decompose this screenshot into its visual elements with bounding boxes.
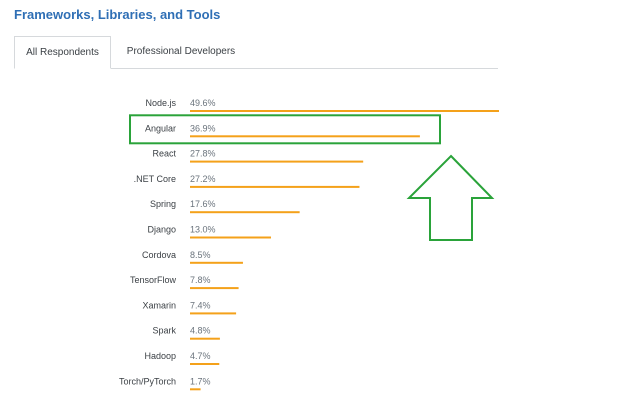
category-label-spark: Spark [152,326,176,336]
category-label-torch-pytorch: Torch/PyTorch [119,376,176,386]
category-label-cordova: Cordova [142,250,176,260]
bar-spark [190,337,220,340]
value-label-cordova: 8.5% [190,250,211,260]
up-arrow-icon [406,154,495,241]
tab-all-respondents[interactable]: All Respondents [14,36,111,69]
value-label-spark: 4.8% [190,326,211,336]
bar-spring [190,211,300,214]
category-label-tensorflow: TensorFlow [130,275,177,285]
bar-react [190,160,364,163]
category-label-node-js: Node.js [145,98,176,108]
tab-bar: All Respondents Professional Developers [14,36,498,69]
value-label-tensorflow: 7.8% [190,275,211,285]
value-label-net-core: 27.2% [190,174,216,184]
page-title: Frameworks, Libraries, and Tools [14,7,221,22]
category-label-django: Django [147,225,176,235]
category-label-angular: Angular [145,123,176,133]
value-label-react: 27.8% [190,149,216,159]
category-label-react: React [152,149,176,159]
category-label-net-core: .NET Core [134,174,176,184]
bar-cordova [190,261,243,264]
value-label-xamarin: 7.4% [190,300,211,310]
bar-xamarin [190,312,237,315]
value-label-angular: 36.9% [190,123,216,133]
value-label-django: 13.0% [190,225,216,235]
highlight-box [129,114,441,145]
value-label-hadoop: 4.7% [190,351,211,361]
category-label-xamarin: Xamarin [142,300,176,310]
tab-professional-developers[interactable]: Professional Developers [126,46,236,57]
category-label-hadoop: Hadoop [144,351,176,361]
value-label-node-js: 49.6% [190,98,216,108]
value-label-spring: 17.6% [190,199,216,209]
bar-angular [190,135,420,138]
bar-net-core [190,185,360,188]
bar-django [190,236,271,239]
bar-tensorflow [190,287,239,290]
bar-hadoop [190,363,220,365]
bar-node-js [190,110,499,112]
category-label-spring: Spring [150,199,176,209]
bar-torch-pytorch [190,388,201,391]
value-label-torch-pytorch: 1.7% [190,376,211,386]
